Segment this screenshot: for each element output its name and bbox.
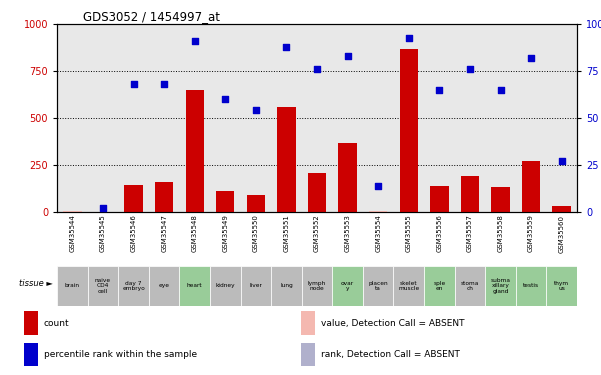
Text: GSM35559: GSM35559 <box>528 214 534 252</box>
Bar <box>516 266 546 306</box>
Bar <box>492 187 510 212</box>
Bar <box>155 182 173 212</box>
Point <box>282 44 291 50</box>
Bar <box>400 49 418 212</box>
Point <box>343 53 352 59</box>
Text: GSM35544: GSM35544 <box>69 214 75 252</box>
Point <box>129 81 138 87</box>
Text: GSM35546: GSM35546 <box>130 214 136 252</box>
Text: testis: testis <box>523 284 539 288</box>
Bar <box>454 266 485 306</box>
Text: GSM35556: GSM35556 <box>436 214 442 252</box>
Text: rank, Detection Call = ABSENT: rank, Detection Call = ABSENT <box>321 350 460 359</box>
Text: eye: eye <box>159 284 169 288</box>
Text: GSM35545: GSM35545 <box>100 214 106 252</box>
Bar <box>338 142 357 212</box>
Bar <box>149 266 180 306</box>
Point <box>251 106 261 112</box>
Text: day 7
embryo: day 7 embryo <box>122 280 145 291</box>
Bar <box>300 343 315 366</box>
Point <box>221 96 230 102</box>
Text: GSM35550: GSM35550 <box>253 214 259 252</box>
Point <box>404 34 413 40</box>
Text: lymph
node: lymph node <box>308 280 326 291</box>
Text: sple
en: sple en <box>433 280 445 291</box>
Bar <box>57 266 88 306</box>
Text: skelet
muscle: skelet muscle <box>398 280 419 291</box>
Bar <box>186 90 204 212</box>
Text: stoma
ch: stoma ch <box>461 280 479 291</box>
Bar <box>63 211 82 212</box>
Text: thym
us: thym us <box>554 280 569 291</box>
Bar <box>216 191 234 212</box>
Text: tissue ►: tissue ► <box>19 279 52 288</box>
Text: value, Detection Call = ABSENT: value, Detection Call = ABSENT <box>321 318 464 327</box>
Text: GDS3052 / 1454997_at: GDS3052 / 1454997_at <box>83 10 220 23</box>
Bar <box>394 266 424 306</box>
Point <box>373 183 383 189</box>
Text: GSM35554: GSM35554 <box>375 214 381 252</box>
Text: heart: heart <box>187 284 203 288</box>
Text: GSM35549: GSM35549 <box>222 214 228 252</box>
Bar <box>522 161 540 212</box>
Text: GSM35555: GSM35555 <box>406 214 412 252</box>
Point <box>465 66 475 72</box>
Text: count: count <box>44 318 69 327</box>
Bar <box>246 195 265 212</box>
Point <box>159 81 169 87</box>
Text: placen
ta: placen ta <box>368 280 388 291</box>
Bar <box>546 266 577 306</box>
Text: GSM35553: GSM35553 <box>344 214 350 252</box>
Text: GSM35558: GSM35558 <box>498 214 504 252</box>
Bar <box>363 266 394 306</box>
Bar <box>424 266 454 306</box>
Bar <box>485 266 516 306</box>
Bar <box>210 266 240 306</box>
Bar <box>124 185 142 212</box>
Text: GSM35551: GSM35551 <box>284 214 290 252</box>
Bar <box>369 211 388 212</box>
Text: ovar
y: ovar y <box>341 280 354 291</box>
Text: GSM35557: GSM35557 <box>467 214 473 252</box>
Point <box>312 66 322 72</box>
Text: kidney: kidney <box>216 284 235 288</box>
Point <box>557 158 567 164</box>
Point <box>526 55 536 61</box>
Bar <box>118 266 149 306</box>
Point <box>435 87 444 93</box>
Bar <box>461 176 479 212</box>
Text: percentile rank within the sample: percentile rank within the sample <box>44 350 197 359</box>
Point <box>496 87 505 93</box>
Text: GSM35548: GSM35548 <box>192 214 198 252</box>
Bar <box>308 172 326 212</box>
Text: GSM35560: GSM35560 <box>559 214 565 253</box>
Text: subma
xillary
gland: subma xillary gland <box>490 278 510 294</box>
Bar <box>302 266 332 306</box>
Text: GSM35552: GSM35552 <box>314 214 320 252</box>
Bar <box>240 266 271 306</box>
Bar <box>332 266 363 306</box>
Text: lung: lung <box>280 284 293 288</box>
Text: brain: brain <box>65 284 80 288</box>
Bar <box>88 266 118 306</box>
Bar <box>552 206 571 212</box>
Bar <box>277 107 296 212</box>
Bar <box>300 311 315 334</box>
Text: naive
CD4
cell: naive CD4 cell <box>95 278 111 294</box>
Point <box>98 205 108 211</box>
Point <box>190 38 200 44</box>
Text: GSM35547: GSM35547 <box>161 214 167 252</box>
Bar <box>180 266 210 306</box>
Bar <box>23 311 38 334</box>
Text: liver: liver <box>249 284 262 288</box>
Bar <box>271 266 302 306</box>
Bar <box>430 186 448 212</box>
Bar <box>23 343 38 366</box>
